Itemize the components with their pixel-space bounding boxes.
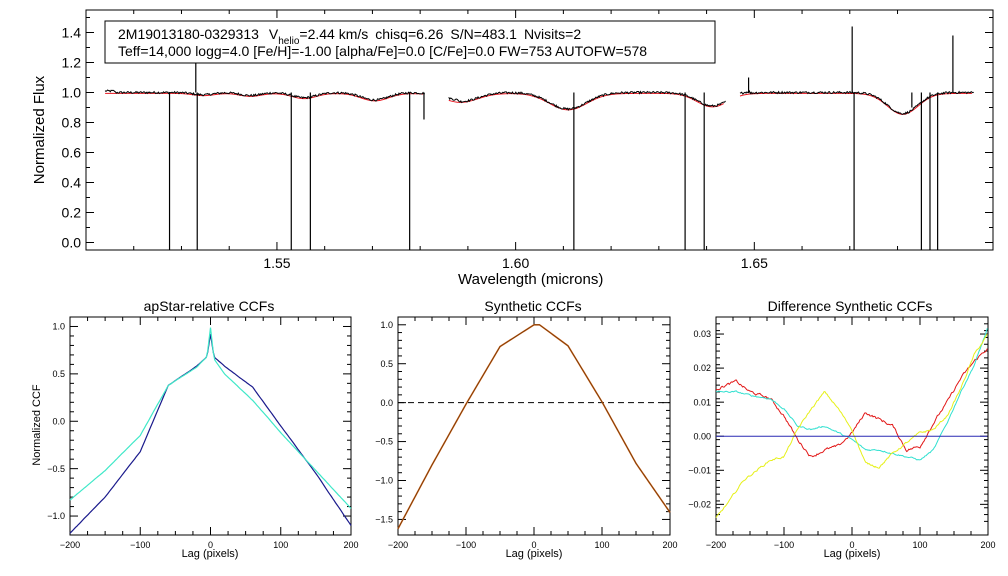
synthetic-ccf-ytick-label: 1.0 <box>380 320 393 330</box>
difference-ccf-xtick-label: 200 <box>980 540 995 550</box>
vhelio-prefix: V <box>269 26 279 42</box>
spectrum-ylabel: Normalized Flux <box>31 75 48 184</box>
apstar-ccf-ytick-label: 1.0 <box>52 322 65 332</box>
synthetic-ccf-xtick-label: 200 <box>662 540 677 550</box>
synthetic-ccf-ytick-label: −1.5 <box>375 515 393 525</box>
apstar-ccf-xtick-label: 200 <box>343 540 358 550</box>
spectrum-ytick-label: 0.6 <box>62 144 82 160</box>
difference-ccf-ytick-label: 0.03 <box>693 329 711 339</box>
spectrum-ticks: 1.55 1.60 1.65 0.0 0.2 0.4 0.6 0.8 1.0 1.2 1.4 <box>62 10 993 271</box>
star-id: 2M19013180-0329313 <box>118 26 259 42</box>
difference-ccf-ytick-label: 0.02 <box>693 363 711 373</box>
synthetic-ccf-ytick-label: −1.0 <box>375 476 393 486</box>
chisq: chisq=6.26 <box>375 26 443 42</box>
difference-ccf-series-red <box>715 348 988 458</box>
difference-ccf-ticks: −200 −100 0 100 200 −0.02 −0.01 0.00 0.01 0.02 0.0… <box>688 316 996 550</box>
apstar-ccf-xtick-label: −100 <box>130 540 150 550</box>
difference-ccf-plot <box>715 328 988 518</box>
header-line-2: Teff=14,000 logg=4.0 [Fe/H]=-1.00 [alpha… <box>118 43 647 59</box>
apstar-ccf-ticks: −200 −100 0 100 200 −1.0 −0.5 0.0 0.5 1.0 <box>47 317 359 550</box>
difference-ccf-ytick-label: 0.00 <box>693 431 711 441</box>
difference-ccf-ytick-label: 0.01 <box>693 397 711 407</box>
difference-ccf-series-cyan <box>715 328 988 461</box>
observed-spectrum-segment <box>448 90 726 111</box>
spectrum-frame <box>85 9 994 251</box>
difference-ccf-frame <box>715 316 989 536</box>
apstar-ccf-xtick-label: 0 <box>208 540 213 550</box>
difference-ccf-xtick-label: 100 <box>912 540 927 550</box>
apstar-ccf-ytick-label: 0.0 <box>52 416 65 426</box>
synthetic-ccf-series-orange <box>397 323 671 530</box>
spectrum-xtick-label: 1.60 <box>502 255 529 271</box>
model-spectrum-segment <box>105 92 424 102</box>
spectrum-ytick-label: 0.8 <box>62 114 82 130</box>
spectrum-xtick-label: 1.65 <box>741 255 768 271</box>
synthetic-ccf-frame <box>397 316 671 536</box>
observed-spectrum-segment <box>739 89 974 115</box>
observed-spectrum-segment <box>104 89 426 102</box>
difference-ccf-xtick-label: −200 <box>706 540 726 550</box>
synthetic-ccf-ytick-label: −0.5 <box>375 437 393 447</box>
apstar-ccf-xtick-label: −200 <box>60 540 80 550</box>
synthetic-ccf-xtick-label: −100 <box>456 540 476 550</box>
apstar-ccf-ytick-label: 0.5 <box>52 369 65 379</box>
apstar-ccf-xtick-label: 100 <box>273 540 288 550</box>
spectrum-ytick-label: 1.0 <box>62 84 82 100</box>
synthetic-ccf-ytick-label: 0.0 <box>380 398 393 408</box>
apstar-ccf-ylabel: Normalized CCF <box>31 384 43 466</box>
difference-ccf-ytick-label: −0.02 <box>688 499 711 509</box>
synthetic-ccf-xtick-label: −200 <box>388 540 408 550</box>
synthetic-ccf-series-orange-overlay <box>397 324 671 529</box>
spectrum-ytick-label: 0.0 <box>62 234 82 250</box>
synthetic-ccf-title: Synthetic CCFs <box>484 298 581 314</box>
synthetic-ccf-xtick-label: 0 <box>531 540 536 550</box>
apstar-ccf-panel: apStar-relative CCFs −200 −100 0 100 200 −1.0… <box>31 298 359 560</box>
difference-ccf-series-yellow <box>715 333 988 518</box>
difference-ccf-panel: Difference Synthetic CCFs −200 −100 0 100 20… <box>688 298 995 560</box>
header-box <box>104 20 716 64</box>
spectrum-xtick-label: 1.55 <box>263 255 290 271</box>
synthetic-ccf-xlabel: Lag (pixels) <box>506 548 563 560</box>
header-line-1: 2M19013180-0329313 Vhelio=2.44 km/s chisq=… <box>118 26 581 47</box>
spectrum-xlabel: Wavelength (microns) <box>458 271 603 288</box>
apstar-ccf-xlabel: Lag (pixels) <box>182 548 239 560</box>
difference-ccf-xtick-label: 0 <box>849 540 854 550</box>
apstar-ccf-frame <box>69 316 352 536</box>
spectrum-ytick-label: 0.2 <box>62 204 82 220</box>
synthetic-ccf-xtick-label: 100 <box>594 540 609 550</box>
synthetic-ccf-panel: Synthetic CCFs −200 −100 0 100 200 −1.5 −1.0 −0… <box>375 298 677 560</box>
apstar-ccf-ytick-label: −1.0 <box>47 511 65 521</box>
apstar-ccf-series-dark <box>69 334 352 534</box>
spectrum-panel: 1.55 1.60 1.65 0.0 0.2 0.4 0.6 0.8 1.0 1.2 1.4 Wav… <box>31 9 994 288</box>
difference-ccf-ytick-label: −0.01 <box>688 465 711 475</box>
apstar-ccf-plot <box>69 327 352 534</box>
spectrum-ytick-label: 0.4 <box>62 174 82 190</box>
difference-ccf-xlabel: Lag (pixels) <box>824 548 881 560</box>
synthetic-ccf-plot <box>397 323 671 530</box>
apstar-ccf-title: apStar-relative CCFs <box>144 298 275 314</box>
vhelio-sub: helio <box>278 36 300 47</box>
spectrum-plot <box>104 26 974 250</box>
vhelio-value: =2.44 km/s <box>299 26 368 42</box>
snr: S/N=483.1 <box>450 26 517 42</box>
synthetic-ccf-ticks: −200 −100 0 100 200 −1.5 −1.0 −0.5 0.0 0.5 1.0 <box>375 317 678 550</box>
spectrum-ytick-label: 1.4 <box>62 24 82 40</box>
difference-ccf-xtick-label: −100 <box>774 540 794 550</box>
synthetic-ccf-ytick-label: 0.5 <box>380 359 393 369</box>
apstar-ccf-ytick-label: −0.5 <box>47 464 65 474</box>
apstar-ccf-series-cyan <box>69 327 352 509</box>
difference-ccf-title: Difference Synthetic CCFs <box>768 298 933 314</box>
spectrum-ytick-label: 1.2 <box>62 54 82 70</box>
nvisits: Nvisits=2 <box>524 26 581 42</box>
